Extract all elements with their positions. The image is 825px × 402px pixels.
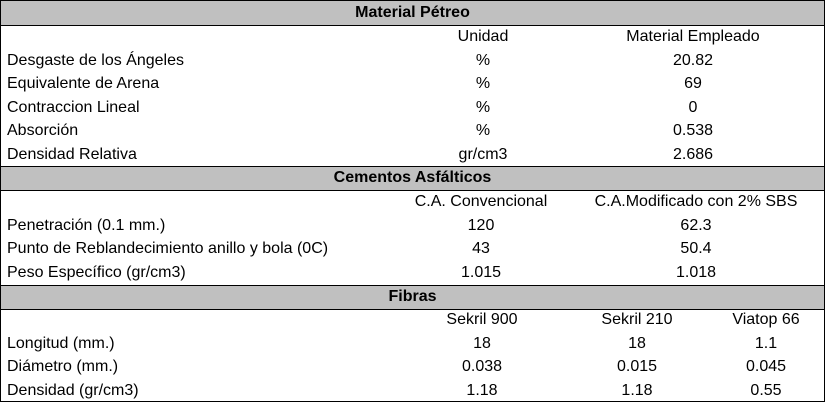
row-label: Contraccion Lineal bbox=[7, 98, 140, 116]
cell: 50.4 bbox=[680, 240, 712, 257]
cell: 18 bbox=[628, 334, 646, 352]
column-header: Viatop 66 bbox=[732, 311, 800, 328]
cell: 0.538 bbox=[672, 122, 714, 139]
row-label: Penetración (0.1 mm.) bbox=[7, 216, 166, 234]
cell: 69 bbox=[684, 75, 702, 92]
cell: 0.015 bbox=[616, 358, 658, 375]
cell: 20.82 bbox=[672, 51, 714, 69]
row-label: Densidad Relativa bbox=[7, 145, 137, 163]
column-header: C.A.Modificado con 2% SBS bbox=[594, 193, 798, 210]
cell: 0.045 bbox=[745, 358, 787, 375]
row-label: Desgaste de los Ángeles bbox=[7, 51, 184, 69]
cell: 43 bbox=[472, 240, 490, 257]
section-header bbox=[1, 285, 824, 310]
cell: 0 bbox=[688, 98, 698, 116]
cell: % bbox=[475, 75, 491, 92]
row-label: Equivalente de Arena bbox=[7, 75, 160, 92]
column-header: Sekril 900 bbox=[446, 311, 518, 328]
section-header bbox=[1, 166, 824, 191]
cell: 2.686 bbox=[672, 145, 714, 163]
column-header: C.A. Convencional bbox=[414, 193, 548, 210]
cell: % bbox=[475, 51, 491, 69]
row-label: Diámetro (mm.) bbox=[7, 358, 119, 375]
cell: 1.18 bbox=[466, 381, 498, 399]
cell: % bbox=[475, 98, 491, 116]
cell: 62.3 bbox=[680, 216, 712, 234]
row-label: Peso Específico (gr/cm3) bbox=[7, 263, 186, 281]
section-title: Cementos Asfálticos bbox=[333, 169, 492, 186]
cell: 0.038 bbox=[461, 358, 503, 375]
cell: 1.1 bbox=[754, 334, 778, 352]
cell: gr/cm3 bbox=[458, 145, 508, 163]
cell: 0.55 bbox=[750, 381, 782, 399]
cell: 18 bbox=[473, 334, 491, 352]
section-title: Material Pétreo bbox=[355, 3, 470, 21]
cell: 1.18 bbox=[621, 381, 653, 399]
cell: 1.015 bbox=[460, 263, 502, 281]
row-label: Absorción bbox=[7, 122, 79, 139]
column-header: Unidad bbox=[457, 28, 509, 45]
cell: % bbox=[475, 122, 491, 139]
row-label: Longitud (mm.) bbox=[7, 334, 115, 352]
cell: 1.018 bbox=[675, 263, 717, 281]
section-title: Fibras bbox=[388, 288, 437, 305]
row-label: Punto de Reblandecimiento anillo y bola … bbox=[7, 240, 329, 257]
section-header bbox=[1, 1, 824, 26]
row-label: Densidad (gr/cm3) bbox=[7, 381, 139, 399]
column-header: Sekril 210 bbox=[601, 311, 673, 328]
column-header: Material Empleado bbox=[626, 28, 760, 45]
cell: 120 bbox=[467, 216, 495, 234]
